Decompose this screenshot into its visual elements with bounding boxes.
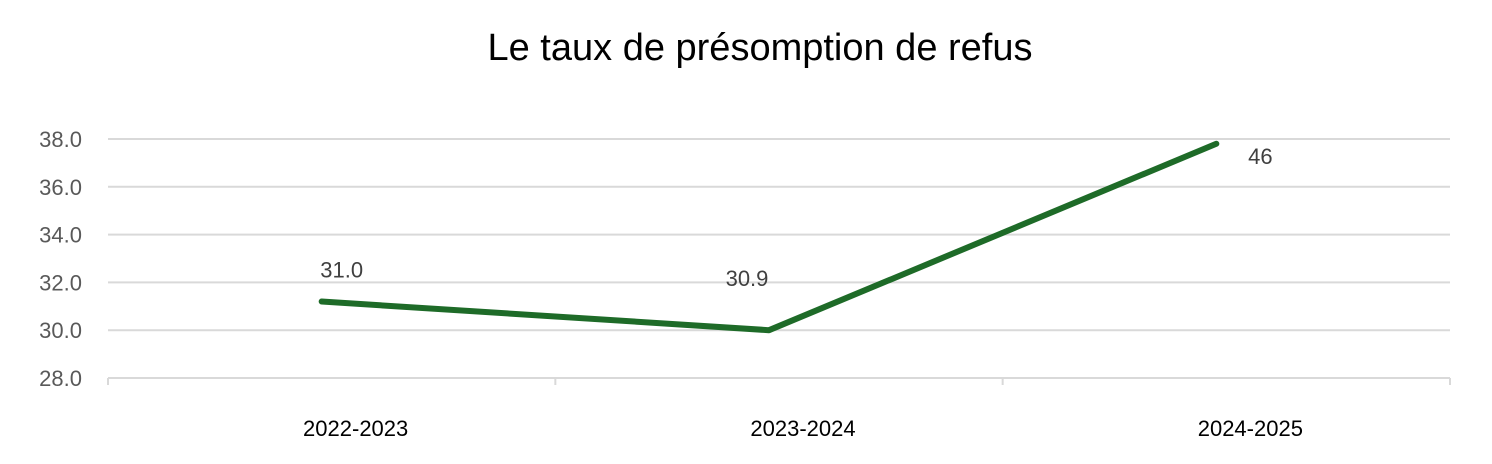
y-tick-label: 36.0 bbox=[39, 175, 82, 200]
series-line bbox=[318, 140, 1220, 334]
data-label: 31.0 bbox=[320, 258, 363, 283]
x-tick-label: 2023-2024 bbox=[750, 416, 855, 441]
chart-title: Le taux de présomption de refus bbox=[487, 27, 1032, 69]
x-tick-label: 2024-2025 bbox=[1198, 416, 1303, 441]
data-label: 46 bbox=[1248, 144, 1272, 169]
y-tick-label: 34.0 bbox=[39, 223, 82, 248]
data-label: 30.9 bbox=[726, 266, 769, 291]
y-tick-label: 32.0 bbox=[39, 270, 82, 295]
x-tick-label: 2022-2023 bbox=[303, 416, 408, 441]
y-tick-label: 28.0 bbox=[39, 366, 82, 391]
y-tick-label: 30.0 bbox=[39, 318, 82, 343]
y-tick-label: 38.0 bbox=[39, 127, 82, 152]
